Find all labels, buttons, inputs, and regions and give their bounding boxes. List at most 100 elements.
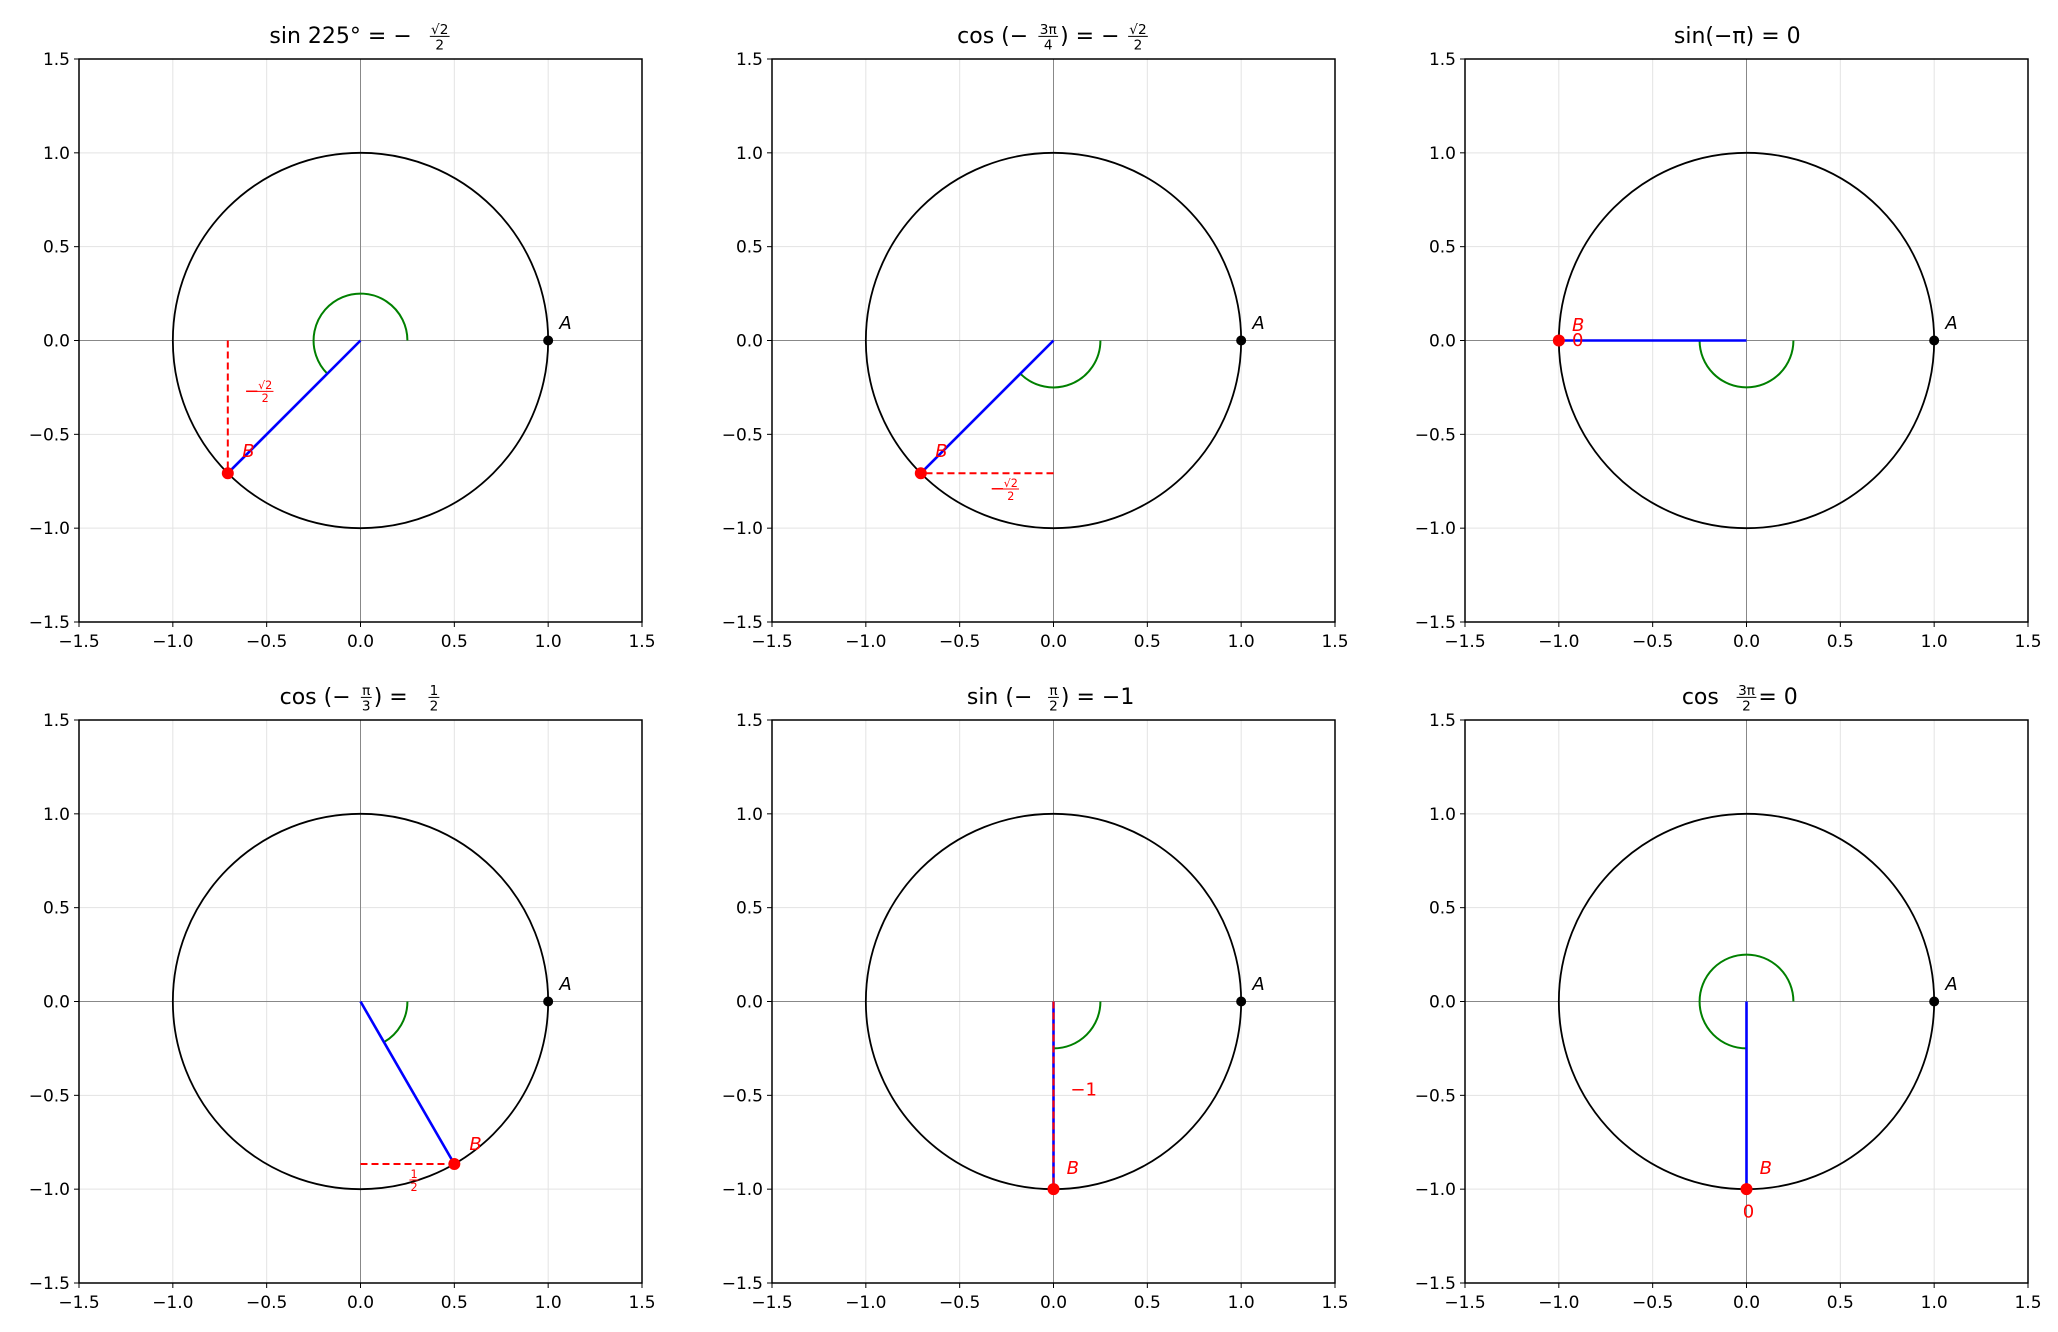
x-tick-label: −0.5 (939, 1293, 980, 1313)
angle-arc (1053, 1001, 1102, 1050)
radius-line (919, 339, 1055, 475)
y-tick-label: 0.0 (1429, 332, 1456, 352)
text-segment: − (990, 478, 1005, 499)
point-A-label: A (1944, 974, 1957, 995)
x-tick-label: 1.5 (2014, 1293, 2041, 1313)
radius-line (226, 339, 362, 475)
y-tick-label: −1.5 (1415, 1274, 1456, 1294)
subplot-title: sin 225° = − √22 (269, 22, 450, 54)
x-tick-label: −0.5 (1632, 1293, 1673, 1313)
y-tick-label: 1.5 (736, 711, 763, 731)
x-tick-label: −1.0 (1538, 632, 1579, 652)
y-tick-label: 1.5 (1429, 50, 1456, 70)
x-tick-label: 0.5 (441, 632, 468, 652)
y-tick-label: −0.5 (1415, 425, 1456, 445)
value-label: −√22 (990, 477, 1020, 503)
text-segment: ) = −1 (1061, 685, 1134, 710)
text-segment: cos (− (280, 685, 351, 710)
text-segment: ) = (374, 685, 408, 710)
point-A-label: A (558, 974, 571, 995)
x-tick-label: 1.0 (535, 1293, 562, 1313)
y-tick-label: −1.0 (722, 519, 763, 539)
x-tick-label: 1.5 (1321, 1293, 1348, 1313)
fraction-denominator: 2 (262, 392, 269, 405)
point-A (543, 335, 554, 346)
x-tick-label: −0.5 (939, 632, 980, 652)
y-tick-label: 1.0 (1429, 805, 1456, 825)
subplot-title: cos (− 3π4) = − √22 (957, 22, 1148, 54)
fraction-numerator: 1 (410, 1168, 417, 1181)
fraction-numerator: √2 (258, 379, 272, 392)
fraction-numerator: π (1049, 683, 1057, 699)
point-B (914, 467, 927, 480)
text-segment: sin 225° = − (269, 24, 411, 49)
x-tick-label: −1.5 (58, 632, 99, 652)
y-tick-label: 1.0 (43, 805, 70, 825)
value-label: 0 (1743, 1201, 1754, 1222)
y-tick-label: 0.0 (1429, 993, 1456, 1013)
x-tick-label: 0.0 (1733, 632, 1760, 652)
x-tick-label: −1.5 (1444, 632, 1485, 652)
y-tick-label: 1.0 (736, 144, 763, 164)
text-segment: = 0 (1758, 685, 1797, 710)
fraction-numerator: √2 (1004, 477, 1018, 490)
point-B (1047, 1183, 1060, 1196)
point-B (448, 1158, 461, 1171)
x-tick-label: 1.5 (1321, 632, 1348, 652)
text-segment: 0 (1572, 330, 1583, 351)
y-tick-label: 0.0 (43, 993, 70, 1013)
x-tick-label: −1.0 (152, 632, 193, 652)
x-tick-label: 1.5 (628, 632, 655, 652)
y-tick-label: 1.5 (736, 50, 763, 70)
text-segment: − (244, 381, 259, 402)
x-tick-label: −0.5 (246, 1293, 287, 1313)
angle-arc (1019, 340, 1102, 389)
subplot-4: −1.5 −1.0 −0.5 0.0 0.5 1.0 1.5 −1.5 −1.0 −0.5 0.0 0… (29, 683, 656, 1313)
y-tick-label: 1.5 (1429, 711, 1456, 731)
subplot-3: −1.5 −1.0 −0.5 0.0 0.5 1.0 1.5 −1.5 −1.0 −0.5 0.0 0… (1415, 24, 2042, 652)
point-B-label: B (469, 1134, 481, 1155)
point-B-label: B (1067, 1158, 1079, 1179)
value-label: 12 (409, 1168, 419, 1194)
x-tick-label: 1.5 (2014, 632, 2041, 652)
subplot-title: sin(−π) = 0 (1674, 24, 1801, 49)
x-tick-label: 0.0 (1040, 632, 1067, 652)
axes-frame (1464, 719, 2029, 1284)
x-tick-label: −1.0 (845, 1293, 886, 1313)
text-segment: −1 (1070, 1079, 1097, 1100)
y-tick-label: −0.5 (722, 425, 763, 445)
y-tick-label: 0.0 (43, 332, 70, 352)
x-tick-label: 0.5 (1827, 632, 1854, 652)
point-A (1929, 996, 1940, 1007)
fraction-numerator: 3π (1738, 683, 1755, 699)
axes-frame (1464, 58, 2029, 623)
y-tick-label: −1.0 (29, 519, 70, 539)
fraction-denominator: 3 (362, 699, 371, 715)
subplot-5: −1.5 −1.0 −0.5 0.0 0.5 1.0 1.5 −1.5 −1.0 −0.5 0.0 0… (722, 683, 1349, 1313)
subplot-title: cos (− π3) = 12 (280, 683, 440, 715)
x-tick-label: 0.0 (347, 1293, 374, 1313)
point-A (1236, 335, 1247, 346)
x-tick-label: 1.0 (1921, 632, 1948, 652)
point-B (221, 467, 234, 480)
point-B-label: B (1760, 1158, 1772, 1179)
subplot-1: −1.5 −1.0 −0.5 0.0 0.5 1.0 1.5−1.5−1.0−0.50.00… (29, 22, 656, 652)
point-B-label: B (935, 441, 947, 462)
x-tick-label: 0.0 (347, 632, 374, 652)
y-tick-label: 0.5 (1429, 238, 1456, 258)
point-B (1740, 1183, 1753, 1196)
point-B (1552, 334, 1565, 347)
fraction-denominator: 2 (1049, 699, 1058, 715)
angle-arc (383, 1001, 409, 1043)
x-tick-label: −1.5 (1444, 1293, 1485, 1313)
text-segment: sin (− (967, 685, 1033, 710)
fraction-denominator: 2 (410, 1181, 417, 1194)
x-tick-label: −1.0 (152, 1293, 193, 1313)
x-tick-label: 1.0 (1228, 1293, 1255, 1313)
y-tick-label: −0.5 (1415, 1086, 1456, 1106)
x-tick-label: −0.5 (1632, 632, 1673, 652)
y-tick-label: 1.0 (736, 805, 763, 825)
x-tick-label: −1.0 (1538, 1293, 1579, 1313)
y-tick-label: 1.0 (1429, 144, 1456, 164)
point-A-label: A (1944, 313, 1957, 334)
